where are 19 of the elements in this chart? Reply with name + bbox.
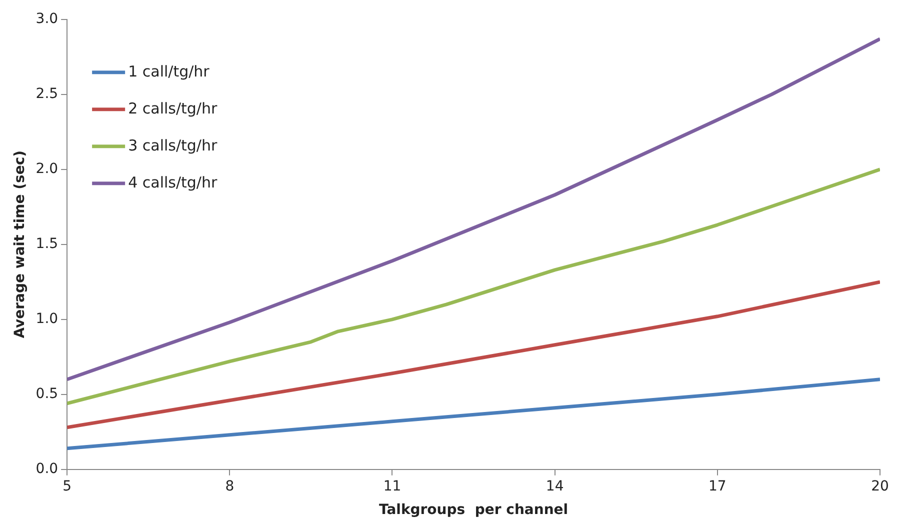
y-tick-label: 2.5 bbox=[36, 86, 58, 102]
y-tick-label: 0.5 bbox=[36, 386, 58, 402]
legend-label: 3 calls/tg/hr bbox=[128, 136, 218, 154]
x-tick-label: 20 bbox=[871, 478, 889, 494]
y-tick-label: 3.0 bbox=[36, 11, 58, 28]
x-axis-title: Talkgroups per channel bbox=[378, 502, 568, 518]
legend-label: 2 calls/tg/hr bbox=[128, 99, 218, 118]
x-tick-label: 5 bbox=[62, 478, 72, 494]
y-tick-label: 2.0 bbox=[36, 161, 58, 178]
x-tick-label: 11 bbox=[383, 478, 402, 494]
x-tick-label: 17 bbox=[708, 478, 726, 494]
y-tick-label: 1.0 bbox=[36, 311, 58, 328]
y-tick-label: 1.5 bbox=[36, 236, 58, 252]
legend-label: 1 call/tg/hr bbox=[128, 62, 210, 80]
x-tick-label: 14 bbox=[546, 478, 564, 494]
legend-label: 4 calls/tg/hr bbox=[128, 173, 218, 192]
y-axis-title: Average wait time (sec) bbox=[12, 150, 28, 338]
x-tick-label: 8 bbox=[225, 478, 234, 494]
y-tick-label: 0.0 bbox=[36, 461, 58, 478]
